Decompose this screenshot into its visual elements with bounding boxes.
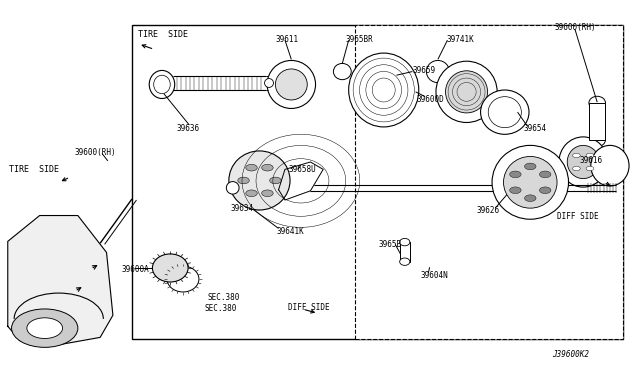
Ellipse shape xyxy=(154,75,170,94)
Ellipse shape xyxy=(149,70,175,99)
Ellipse shape xyxy=(509,171,521,178)
Ellipse shape xyxy=(27,318,63,339)
Ellipse shape xyxy=(267,61,316,109)
Ellipse shape xyxy=(436,61,497,122)
Text: 39616: 39616 xyxy=(580,156,603,166)
Text: J39600K2: J39600K2 xyxy=(552,350,589,359)
Text: 39611: 39611 xyxy=(275,35,298,44)
Ellipse shape xyxy=(229,151,290,210)
Ellipse shape xyxy=(481,90,529,134)
Text: 39600(RH): 39600(RH) xyxy=(75,148,116,157)
Ellipse shape xyxy=(227,182,239,194)
Ellipse shape xyxy=(525,163,536,170)
Ellipse shape xyxy=(246,190,257,196)
Text: 39654: 39654 xyxy=(524,124,547,132)
Ellipse shape xyxy=(586,153,594,158)
Ellipse shape xyxy=(488,97,522,128)
Ellipse shape xyxy=(426,61,449,83)
Ellipse shape xyxy=(589,133,605,147)
Ellipse shape xyxy=(262,164,273,171)
Ellipse shape xyxy=(540,187,551,193)
Text: TIRE  SIDE: TIRE SIDE xyxy=(138,30,188,39)
Ellipse shape xyxy=(269,177,281,184)
Text: 39626: 39626 xyxy=(476,206,499,215)
Text: 39600(RH): 39600(RH) xyxy=(554,23,596,32)
Ellipse shape xyxy=(275,69,307,100)
Text: 39741K: 39741K xyxy=(446,35,474,44)
Ellipse shape xyxy=(333,63,351,80)
Text: DIFF SIDE: DIFF SIDE xyxy=(557,212,598,221)
Ellipse shape xyxy=(399,258,410,265)
Ellipse shape xyxy=(152,254,188,282)
Ellipse shape xyxy=(589,96,605,110)
Text: SEC.380: SEC.380 xyxy=(204,304,236,313)
Text: TIRE  SIDE: TIRE SIDE xyxy=(9,165,59,174)
Text: 39600A: 39600A xyxy=(121,264,149,273)
Text: DIFF SIDE: DIFF SIDE xyxy=(288,303,330,312)
Ellipse shape xyxy=(509,187,521,193)
Ellipse shape xyxy=(246,164,257,171)
Ellipse shape xyxy=(167,266,199,292)
Ellipse shape xyxy=(567,145,599,179)
Text: 39634: 39634 xyxy=(231,204,254,214)
Text: 39636: 39636 xyxy=(177,124,200,133)
Polygon shape xyxy=(278,162,323,200)
Text: 39641K: 39641K xyxy=(276,227,305,235)
Ellipse shape xyxy=(264,78,273,87)
Ellipse shape xyxy=(238,177,249,184)
Text: 39604N: 39604N xyxy=(420,271,449,280)
Ellipse shape xyxy=(591,145,629,186)
Ellipse shape xyxy=(525,195,536,202)
Text: SEC.380: SEC.380 xyxy=(207,294,239,302)
Ellipse shape xyxy=(573,153,580,158)
Ellipse shape xyxy=(586,166,594,171)
Text: 39659: 39659 xyxy=(412,66,436,75)
Bar xyxy=(132,25,623,339)
Ellipse shape xyxy=(445,71,488,113)
Ellipse shape xyxy=(573,166,580,171)
Text: 3965BR: 3965BR xyxy=(346,35,373,44)
Ellipse shape xyxy=(399,238,410,246)
Ellipse shape xyxy=(540,171,551,178)
Text: 3965B: 3965B xyxy=(379,240,402,249)
Ellipse shape xyxy=(262,190,273,196)
Bar xyxy=(355,25,623,339)
Text: 39600D: 39600D xyxy=(417,95,445,104)
Ellipse shape xyxy=(559,137,607,187)
Ellipse shape xyxy=(349,53,419,127)
Ellipse shape xyxy=(504,157,557,208)
Text: 39658U: 39658U xyxy=(288,165,316,174)
Polygon shape xyxy=(8,215,113,345)
Ellipse shape xyxy=(492,145,568,219)
Bar xyxy=(589,103,605,140)
Bar xyxy=(399,242,410,262)
Ellipse shape xyxy=(12,309,78,347)
